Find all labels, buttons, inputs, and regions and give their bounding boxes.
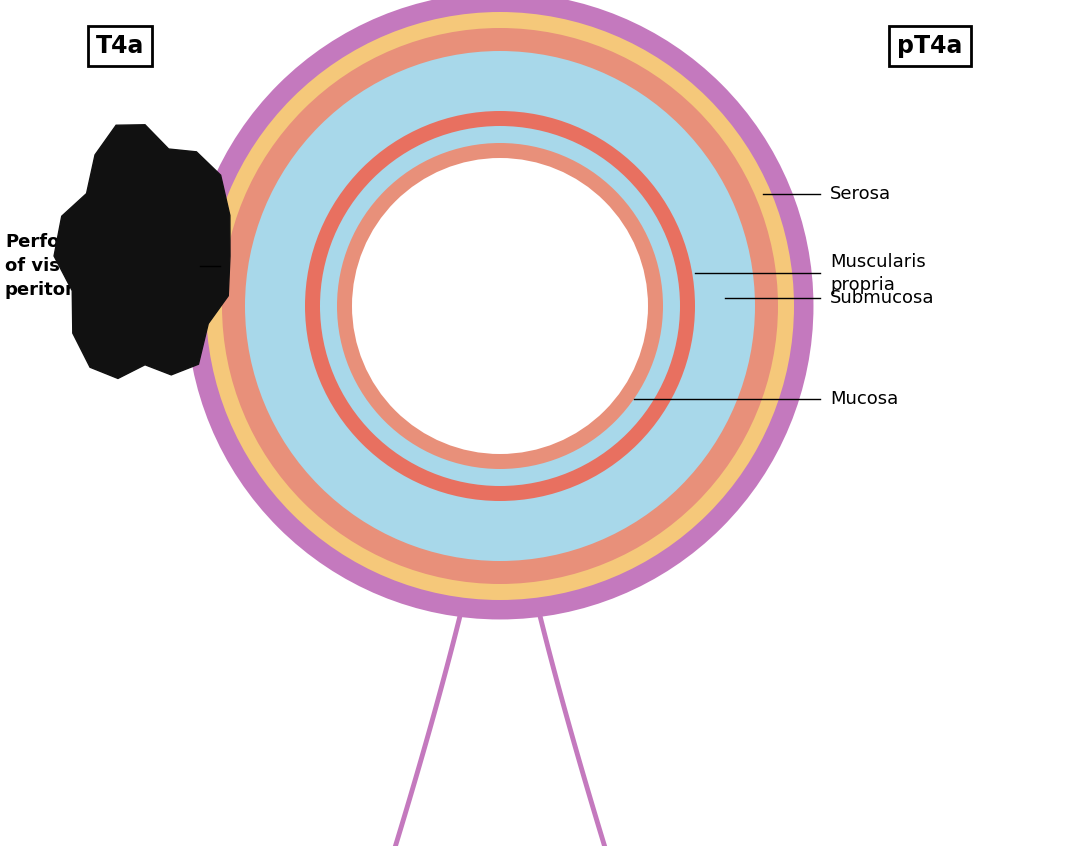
Circle shape [320, 126, 680, 486]
Text: Submucosa: Submucosa [830, 289, 934, 307]
Text: T4a: T4a [96, 34, 145, 58]
Text: Mucosa: Mucosa [830, 391, 898, 409]
Circle shape [352, 158, 648, 454]
Text: Muscularis
propria: Muscularis propria [830, 253, 926, 294]
Circle shape [305, 111, 695, 501]
Circle shape [206, 12, 794, 600]
Circle shape [245, 51, 755, 561]
Circle shape [337, 143, 663, 469]
Text: Serosa: Serosa [830, 185, 891, 203]
Circle shape [190, 0, 810, 616]
Circle shape [222, 28, 778, 584]
Polygon shape [54, 124, 230, 378]
Text: Perforation
of visceral
peritoneum: Perforation of visceral peritoneum [5, 233, 123, 299]
Text: pT4a: pT4a [898, 34, 962, 58]
